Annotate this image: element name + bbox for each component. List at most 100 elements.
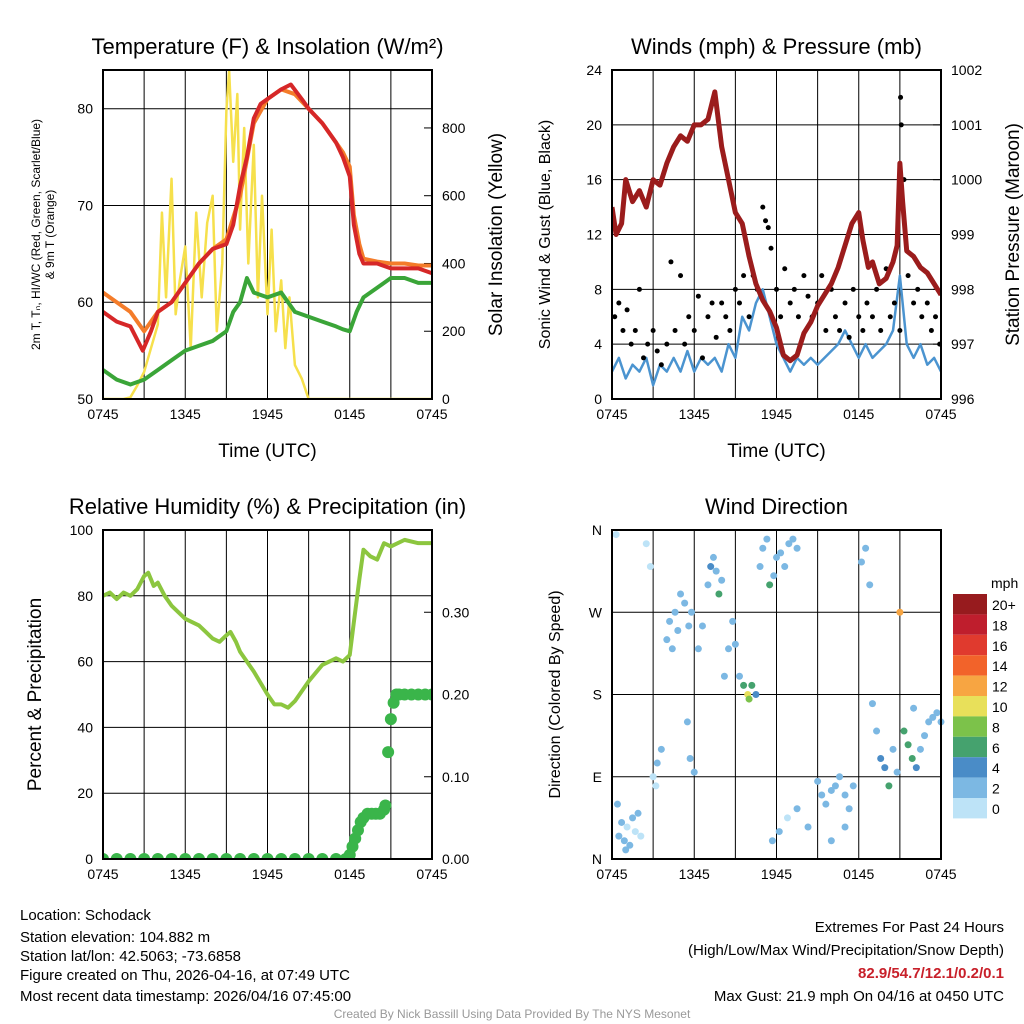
y2-axis-label: Solar Insolation (Yellow)	[486, 133, 507, 336]
series-line-solar	[103, 70, 432, 399]
wind-direction-point	[885, 782, 893, 790]
wind-direction-point	[893, 768, 901, 776]
data-point-gust	[778, 314, 784, 320]
x-tick-label: 0745	[416, 406, 447, 422]
wind-direction-point	[822, 800, 830, 808]
legend-swatch	[953, 634, 987, 656]
data-point-gust	[699, 355, 705, 361]
extremes-subtitle: (High/Low/Max Wind/Precipitation/Snow De…	[688, 942, 1004, 959]
x-tick-label: 0745	[925, 406, 956, 422]
y-tick-label: 80	[77, 588, 93, 604]
y-tick-label: 60	[77, 294, 93, 310]
wind-direction-point	[613, 800, 621, 808]
x-tick-label: 0745	[596, 406, 627, 422]
data-point-gust	[819, 273, 825, 279]
legend-label: 16	[992, 638, 1008, 654]
y-tick-label: 60	[77, 654, 93, 670]
wind-direction-point	[735, 672, 743, 680]
data-point-gust	[641, 355, 647, 361]
data-point-gust	[805, 293, 811, 299]
x-tick-label: 1345	[679, 406, 710, 422]
data-point-gust	[864, 300, 870, 306]
legend-label: 10	[992, 699, 1008, 715]
data-point-precip	[110, 853, 123, 859]
credit: Created By Nick Bassill Using Data Provi…	[333, 1007, 691, 1021]
wind-direction-point	[698, 622, 706, 630]
y2-tick-label: 996	[951, 391, 975, 407]
legend-label: 0	[992, 801, 1000, 817]
data-point-gust	[760, 204, 766, 210]
data-point-precip	[192, 853, 205, 859]
wind-direction-point	[777, 549, 785, 557]
footer-created: Figure created on Thu, 2026-04-16, at 07…	[20, 967, 350, 984]
wind-direction-point	[720, 672, 728, 680]
data-point-gust	[823, 327, 829, 333]
y-tick-label: 4	[594, 336, 602, 352]
y-tick-label: 20	[586, 117, 602, 133]
data-point-gust	[616, 300, 622, 306]
data-point-gust	[905, 273, 911, 279]
data-point-gust	[842, 300, 848, 306]
footer-latlon: Station lat/lon: 42.5063; -73.6858	[20, 948, 242, 965]
wind-direction-point	[845, 805, 853, 813]
wind-direction-point	[921, 732, 929, 740]
wind-direction-point	[785, 540, 793, 548]
wind-direction-point	[649, 773, 657, 781]
y-tick-label: 50	[77, 391, 93, 407]
wind-direction-point	[768, 837, 776, 845]
wind-direction-point	[681, 599, 689, 607]
data-point-gust	[686, 314, 692, 320]
data-point-gust	[628, 341, 634, 347]
wind-direction-point	[653, 759, 661, 767]
x-tick-label: 0745	[87, 406, 118, 422]
x-tick-label: 1945	[761, 406, 792, 422]
wind-direction-point	[704, 581, 712, 589]
y-axis-label: Direction (Colored By Speed)	[547, 590, 564, 798]
data-point-gust	[928, 327, 934, 333]
legend-swatch	[953, 675, 987, 696]
wind-direction-point	[831, 782, 839, 790]
data-point-gust	[678, 273, 684, 279]
wind-direction-point	[818, 791, 826, 799]
legend-label: 14	[992, 658, 1008, 674]
wind-direction-point	[718, 576, 726, 584]
data-point-gust	[645, 341, 651, 347]
wind-direction-point	[904, 741, 912, 749]
legend-label: 6	[992, 740, 1000, 756]
data-point-precip	[179, 853, 192, 859]
data-point-gust	[891, 300, 897, 306]
data-point-precip	[138, 853, 151, 859]
wind-direction-point	[759, 544, 767, 552]
data-point-precip	[124, 853, 137, 859]
data-point-gust	[668, 259, 674, 265]
wind-direction-point	[646, 563, 654, 571]
y-tick-label: 16	[586, 172, 602, 188]
legend-label: 2	[992, 781, 1000, 797]
data-point-gust	[732, 286, 738, 292]
legend-label: 18	[992, 617, 1008, 633]
wind-direction-point	[690, 768, 698, 776]
data-point-precip	[206, 853, 219, 859]
wind-direction-point	[668, 645, 676, 653]
wind-direction-point	[814, 777, 822, 785]
x-axis-label: Time (UTC)	[218, 441, 317, 462]
wind-direction-point	[729, 617, 737, 625]
y-tick-label: 20	[77, 785, 93, 801]
wind-direction-point	[629, 814, 637, 822]
data-point-gust	[791, 286, 797, 292]
y-tick-label: 8	[594, 281, 602, 297]
legend-swatch	[953, 696, 987, 717]
y-tick-label: N	[592, 522, 602, 538]
y2-tick-label: 800	[442, 120, 466, 136]
wind-direction-point	[612, 531, 620, 539]
footer-recent: Most recent data timestamp: 2026/04/16 0…	[20, 988, 352, 1005]
wind-direction-point	[657, 745, 665, 753]
y-tick-label: 40	[77, 719, 93, 735]
data-point-gust	[774, 286, 779, 292]
data-point-precip	[261, 853, 274, 859]
y2-axis-label: Station Pressure (Maroon)	[1003, 123, 1024, 346]
legend-swatch	[953, 798, 987, 819]
wind-direction-point	[789, 535, 797, 543]
wind-direction-point	[685, 622, 693, 630]
y-axis-label: 2m T, Tₙ, HI/WC (Red, Green, Scarlet/Blu…	[29, 119, 43, 350]
